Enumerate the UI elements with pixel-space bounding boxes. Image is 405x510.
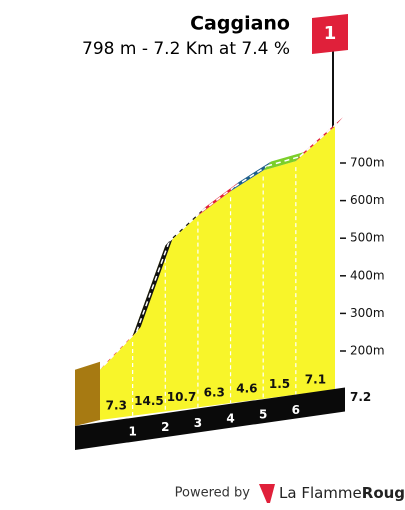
road-dash <box>201 186 236 212</box>
title: Caggiano <box>190 13 290 35</box>
subtitle: 798 m - 7.2 Km at 7.4 % <box>82 39 290 59</box>
gradient-label: 4.6 <box>236 381 257 395</box>
brand-b: Rouge <box>362 484 405 502</box>
km-label: 1 <box>128 424 136 438</box>
footer-prefix: Powered by <box>175 486 251 501</box>
gradient-label: 1.5 <box>269 377 290 391</box>
road-dash <box>168 210 203 242</box>
km-label: 2 <box>161 420 169 434</box>
road-dash <box>103 330 138 366</box>
road-dash <box>234 165 268 188</box>
km-label: 4 <box>226 412 234 426</box>
road-segment <box>263 152 304 171</box>
footer-brand: La FlammeRouge <box>279 484 405 502</box>
y-tick-label: 700m <box>350 156 385 170</box>
gradient-label: 14.5 <box>134 394 164 408</box>
flag-label: 1 <box>324 23 337 44</box>
brand-a: La Flamme <box>279 484 362 502</box>
y-tick-label: 500m <box>350 231 385 245</box>
profile-face <box>100 126 335 420</box>
gradient-label: 6.3 <box>204 386 225 400</box>
y-tick-label: 200m <box>350 344 385 358</box>
y-tick-label: 400m <box>350 268 385 282</box>
km-label: 5 <box>259 407 267 421</box>
km-label: 6 <box>292 403 300 417</box>
road-dash <box>266 155 301 167</box>
road-dash <box>135 240 170 332</box>
gradient-label: 7.3 <box>106 398 127 412</box>
brand-logo <box>259 484 275 503</box>
gradient-label: 10.7 <box>167 390 197 404</box>
flag <box>312 14 348 54</box>
km-label: 3 <box>194 416 202 430</box>
y-tick-label: 600m <box>350 193 385 207</box>
km-label: 7.2 <box>350 390 371 404</box>
side-face <box>75 361 100 426</box>
gradient-label: 7.1 <box>305 372 326 386</box>
y-tick-label: 300m <box>350 306 385 320</box>
base-band <box>75 387 345 450</box>
